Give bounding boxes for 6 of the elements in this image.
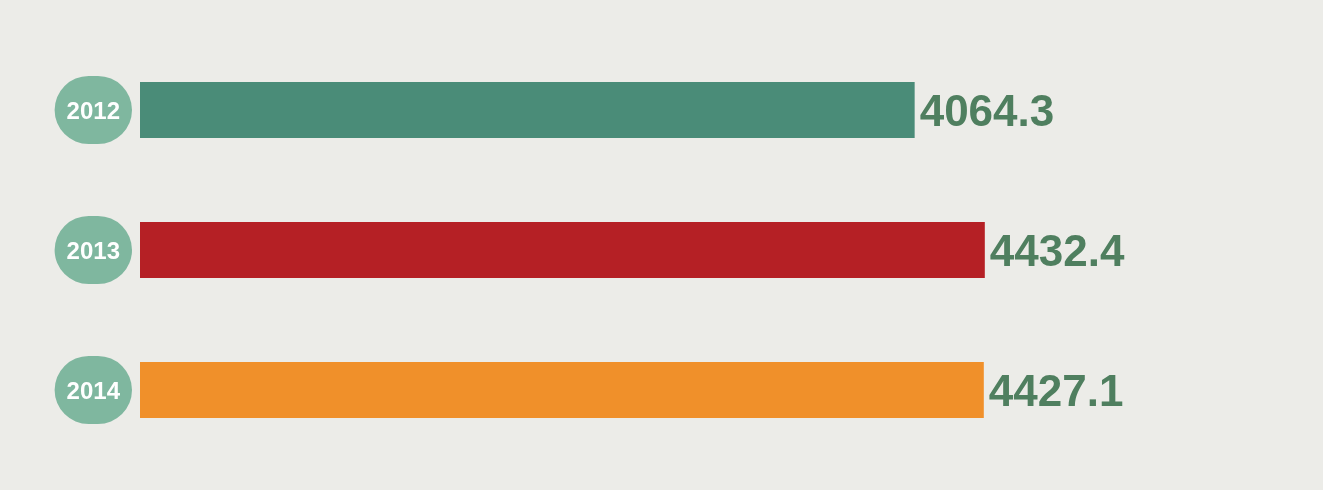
y-tick-label: 2012 (66, 96, 120, 124)
data-label: 4064.3 (919, 85, 1055, 135)
y-tick-label: 2013 (66, 236, 120, 264)
y-tick-label: 2014 (66, 376, 121, 404)
data-label: 4432.4 (989, 225, 1125, 275)
data-label: 4427.1 (988, 365, 1124, 415)
